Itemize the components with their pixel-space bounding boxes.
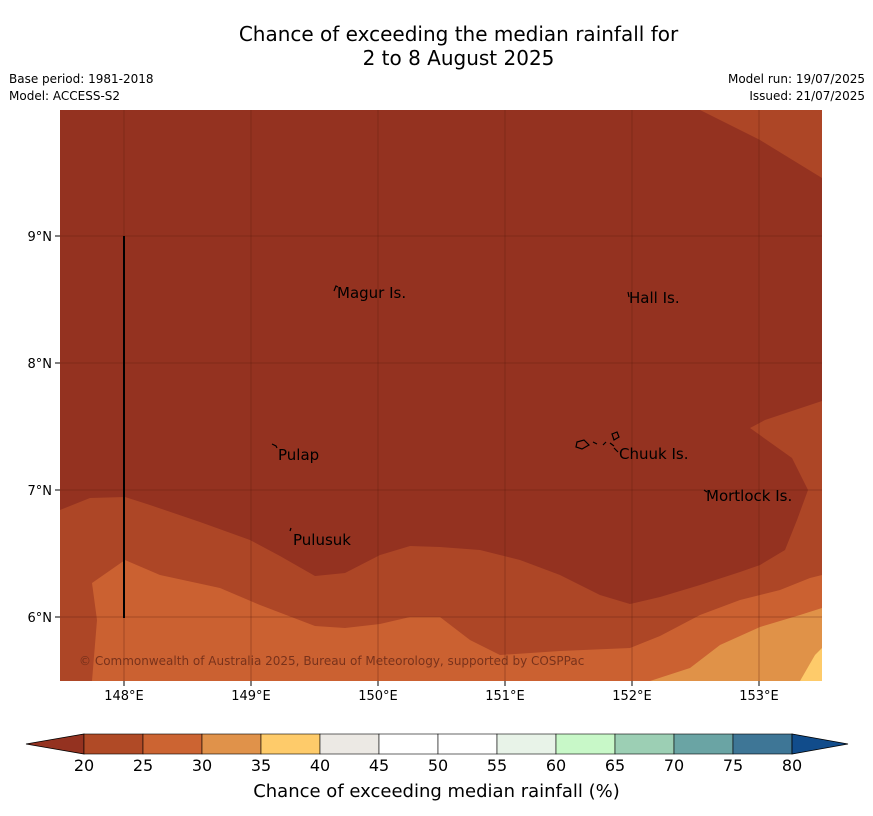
- lat-label-9n: 9°N: [28, 230, 53, 245]
- colorbar-tick: 35: [250, 756, 272, 775]
- place-pulusuk: Pulusuk: [293, 531, 351, 549]
- map-area[interactable]: Magur Is. Hall Is. Pulap Chuuk Is. Mortl…: [60, 110, 822, 681]
- base-period: Base period: 1981-2018: [9, 72, 154, 86]
- lon-label-153e: 153°E: [739, 689, 779, 704]
- region-35-40: [650, 608, 822, 681]
- region-40-45: [800, 648, 822, 681]
- lat-label-8n: 8°N: [28, 357, 53, 372]
- colorbar-tick: 20: [73, 756, 95, 775]
- colorbar-tick: 75: [722, 756, 744, 775]
- colorbar-segment: [319, 733, 380, 755]
- lon-label-150e: 150°E: [358, 689, 398, 704]
- colorbar-tick: 50: [427, 756, 449, 775]
- colorbar-segment: [673, 733, 734, 755]
- place-hall-is: Hall Is.: [629, 289, 680, 307]
- colorbar-tick: 45: [368, 756, 390, 775]
- model-name: Model: ACCESS-S2: [9, 89, 121, 103]
- colorbar-tick: 70: [663, 756, 685, 775]
- colorbar-extend-high: [791, 733, 849, 755]
- map-title: Chance of exceeding the median rainfall …: [0, 22, 873, 70]
- place-chuuk-is: Chuuk Is.: [619, 445, 688, 463]
- colorbar-segment: [437, 733, 498, 755]
- place-magur-is: Magur Is.: [337, 284, 406, 302]
- colorbar-tick: 65: [604, 756, 626, 775]
- colorbar-tick: 55: [486, 756, 508, 775]
- colorbar: [25, 733, 849, 755]
- colorbar-tick: 60: [545, 756, 567, 775]
- lat-label-6n: 6°N: [28, 611, 53, 626]
- region-30-35: [60, 560, 822, 681]
- colorbar-tick: 30: [191, 756, 213, 775]
- title-line-2: 2 to 8 August 2025: [362, 46, 555, 70]
- colorbar-tick: 40: [309, 756, 331, 775]
- colorbar-segment: [732, 733, 793, 755]
- colorbar-tick: 25: [132, 756, 154, 775]
- lon-label-152e: 152°E: [612, 689, 652, 704]
- model-run: Model run: 19/07/2025: [727, 72, 865, 86]
- colorbar-segment: [555, 733, 616, 755]
- axis-ticks: [55, 235, 760, 686]
- colorbar-extend-low: [25, 733, 85, 755]
- lon-label-151e: 151°E: [485, 689, 525, 704]
- graticule: [60, 110, 822, 681]
- colorbar-tick: 80: [781, 756, 803, 775]
- colorbar-segment: [496, 733, 557, 755]
- meta-right: Model run: 19/07/2025 Issued: 21/07/2025: [728, 71, 865, 105]
- meta-left: Base period: 1981-2018 Model: ACCESS-S2: [9, 71, 154, 105]
- lat-label-7n: 7°N: [28, 484, 53, 499]
- colorbar-segment: [83, 733, 144, 755]
- colorbar-segment: [378, 733, 439, 755]
- island-outlines: [271, 285, 708, 532]
- place-mortlock-is: Mortlock Is.: [706, 487, 792, 505]
- lon-label-149e: 149°E: [231, 689, 271, 704]
- colorbar-segment: [201, 733, 262, 755]
- colorbar-title: Chance of exceeding median rainfall (%): [253, 781, 620, 802]
- colorbar-segment: [260, 733, 321, 755]
- issued-date: Issued: 21/07/2025: [749, 89, 865, 103]
- colorbar-segment: [142, 733, 203, 755]
- lon-label-148e: 148°E: [104, 689, 144, 704]
- copyright-notice: © Commonwealth of Australia 2025, Bureau…: [79, 654, 584, 668]
- region-25-30-northeast: [700, 110, 822, 178]
- title-line-1: Chance of exceeding the median rainfall …: [238, 22, 679, 46]
- place-pulap: Pulap: [278, 446, 319, 464]
- colorbar-segment: [614, 733, 675, 755]
